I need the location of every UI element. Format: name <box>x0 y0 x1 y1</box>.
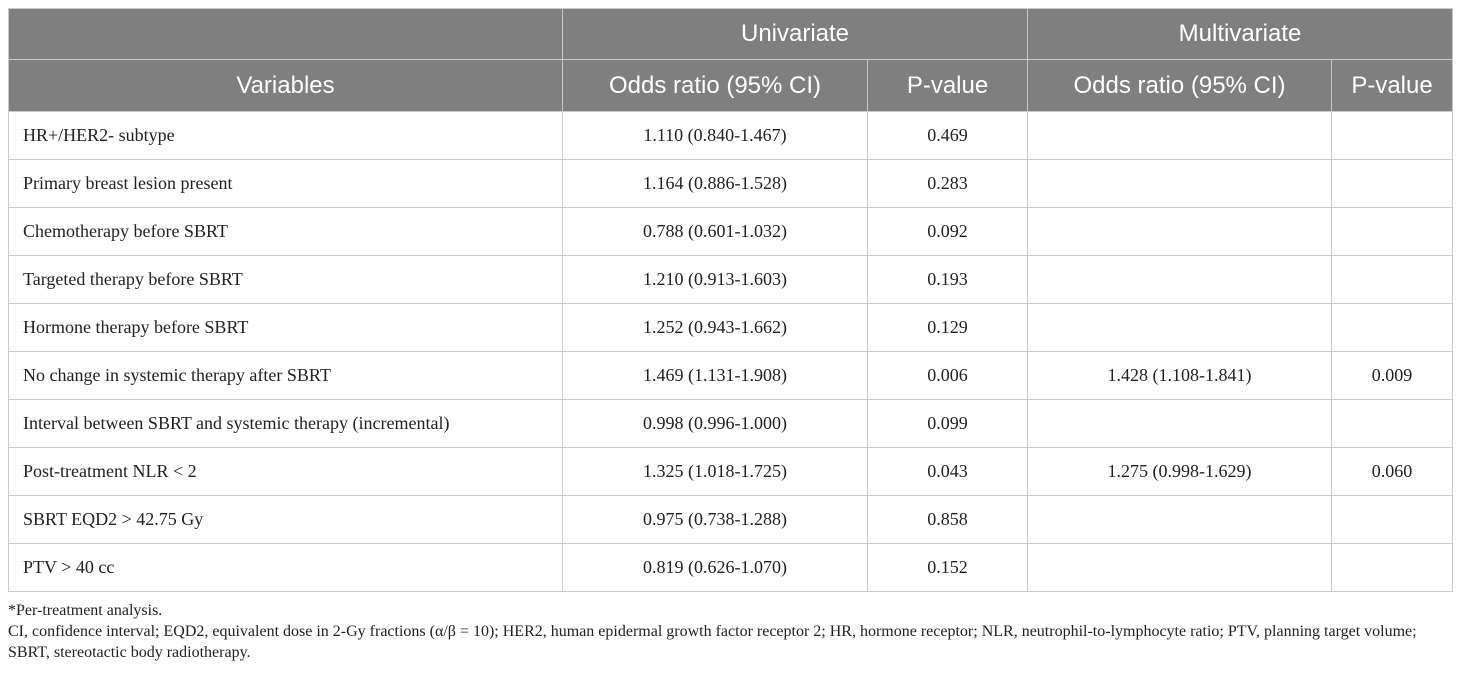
multi-p-value-cell <box>1331 207 1454 256</box>
multi-odds-ratio-cell <box>1027 495 1333 544</box>
variable-cell: Post-treatment NLR < 2 <box>8 447 563 496</box>
uni-p-value-cell: 0.193 <box>866 255 1029 304</box>
uni-p-value-cell: 0.006 <box>866 351 1029 400</box>
table-footnotes: *Per-treatment analysis. CI, confidence … <box>8 600 1452 663</box>
uni-p-value-cell: 0.858 <box>866 495 1029 544</box>
table-row: Hormone therapy before SBRT 1.252 (0.943… <box>8 303 1454 352</box>
uni-odds-ratio-cell: 1.210 (0.913-1.603) <box>562 255 868 304</box>
footnote-abbreviations: CI, confidence interval; EQD2, equivalen… <box>8 623 1417 661</box>
variable-cell: Hormone therapy before SBRT <box>8 303 563 352</box>
uni-p-value-cell: 0.129 <box>866 303 1029 352</box>
multi-odds-ratio-cell <box>1027 111 1333 160</box>
uni-odds-ratio-cell: 0.998 (0.996-1.000) <box>562 399 868 448</box>
multi-p-value-cell: 0.060 <box>1331 447 1454 496</box>
table-row: Post-treatment NLR < 2 1.325 (1.018-1.72… <box>8 447 1454 496</box>
variable-cell: PTV > 40 cc <box>8 543 563 592</box>
multi-odds-ratio-cell <box>1027 207 1333 256</box>
variable-cell: SBRT EQD2 > 42.75 Gy <box>8 495 563 544</box>
uni-odds-ratio-cell: 1.164 (0.886-1.528) <box>562 159 868 208</box>
multi-p-value-cell <box>1331 159 1454 208</box>
header-blank <box>8 8 563 60</box>
multi-p-value-cell <box>1331 111 1454 160</box>
table-row: SBRT EQD2 > 42.75 Gy 0.975 (0.738-1.288)… <box>8 495 1454 544</box>
table-row: Chemotherapy before SBRT 0.788 (0.601-1.… <box>8 207 1454 256</box>
header-multivariate: Multivariate <box>1027 8 1454 60</box>
multi-p-value-cell <box>1331 255 1454 304</box>
header-multi-odds-ratio: Odds ratio (95% CI) <box>1027 59 1333 112</box>
header-group-row: Univariate Multivariate <box>8 8 1454 60</box>
uni-p-value-cell: 0.283 <box>866 159 1029 208</box>
multi-p-value-cell <box>1331 399 1454 448</box>
uni-odds-ratio-cell: 1.110 (0.840-1.467) <box>562 111 868 160</box>
uni-p-value-cell: 0.043 <box>866 447 1029 496</box>
multi-odds-ratio-cell: 1.275 (0.998-1.629) <box>1027 447 1333 496</box>
uni-odds-ratio-cell: 0.975 (0.738-1.288) <box>562 495 868 544</box>
variable-cell: Targeted therapy before SBRT <box>8 255 563 304</box>
variable-cell: No change in systemic therapy after SBRT <box>8 351 563 400</box>
multi-odds-ratio-cell <box>1027 543 1333 592</box>
variable-cell: Primary breast lesion present <box>8 159 563 208</box>
table-row: Interval between SBRT and systemic thera… <box>8 399 1454 448</box>
multi-p-value-cell <box>1331 303 1454 352</box>
multi-p-value-cell <box>1331 543 1454 592</box>
uni-odds-ratio-cell: 0.819 (0.626-1.070) <box>562 543 868 592</box>
table-row: Targeted therapy before SBRT 1.210 (0.91… <box>8 255 1454 304</box>
header-uni-p-value: P-value <box>866 59 1029 112</box>
variable-cell: Chemotherapy before SBRT <box>8 207 563 256</box>
table-row: Primary breast lesion present 1.164 (0.8… <box>8 159 1454 208</box>
multi-odds-ratio-cell <box>1027 399 1333 448</box>
multi-odds-ratio-cell: 1.428 (1.108-1.841) <box>1027 351 1333 400</box>
uni-odds-ratio-cell: 1.325 (1.018-1.725) <box>562 447 868 496</box>
table-row: PTV > 40 cc 0.819 (0.626-1.070) 0.152 <box>8 543 1454 592</box>
uni-odds-ratio-cell: 1.469 (1.131-1.908) <box>562 351 868 400</box>
uni-p-value-cell: 0.092 <box>866 207 1029 256</box>
uni-odds-ratio-cell: 1.252 (0.943-1.662) <box>562 303 868 352</box>
variable-cell: HR+/HER2- subtype <box>8 111 563 160</box>
variable-cell: Interval between SBRT and systemic thera… <box>8 399 563 448</box>
uni-p-value-cell: 0.152 <box>866 543 1029 592</box>
regression-table: Univariate Multivariate Variables Odds r… <box>8 8 1454 592</box>
footnote-analysis: *Per-treatment analysis. <box>8 602 163 619</box>
table-row: HR+/HER2- subtype 1.110 (0.840-1.467) 0.… <box>8 111 1454 160</box>
uni-odds-ratio-cell: 0.788 (0.601-1.032) <box>562 207 868 256</box>
header-column-row: Variables Odds ratio (95% CI) P-value Od… <box>8 59 1454 112</box>
multi-odds-ratio-cell <box>1027 159 1333 208</box>
multi-p-value-cell <box>1331 495 1454 544</box>
multi-odds-ratio-cell <box>1027 255 1333 304</box>
header-multi-p-value: P-value <box>1331 59 1454 112</box>
header-variables: Variables <box>8 59 563 112</box>
header-univariate: Univariate <box>561 8 1029 60</box>
uni-p-value-cell: 0.099 <box>866 399 1029 448</box>
table-row: No change in systemic therapy after SBRT… <box>8 351 1454 400</box>
table-container: Univariate Multivariate Variables Odds r… <box>8 8 1454 592</box>
uni-p-value-cell: 0.469 <box>866 111 1029 160</box>
multi-odds-ratio-cell <box>1027 303 1333 352</box>
header-uni-odds-ratio: Odds ratio (95% CI) <box>562 59 868 112</box>
multi-p-value-cell: 0.009 <box>1331 351 1454 400</box>
